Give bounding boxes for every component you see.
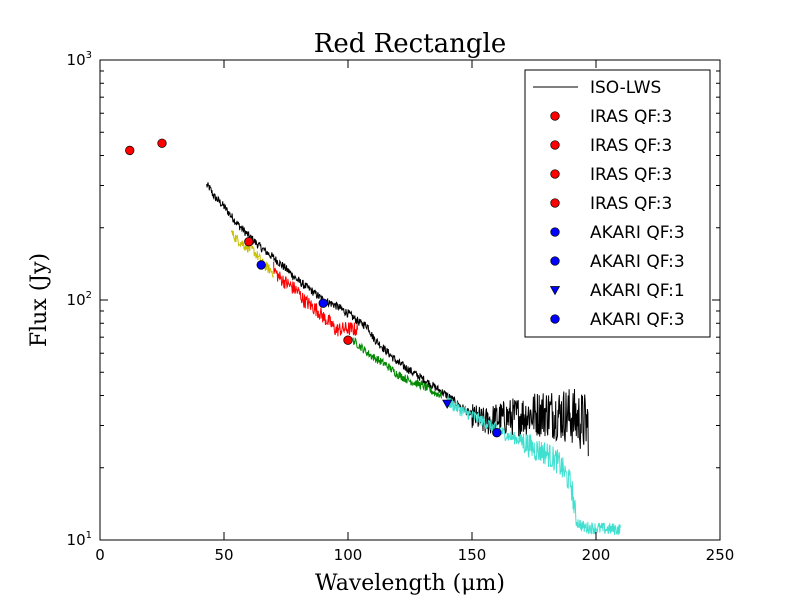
legend-item: IRAS QF:3 <box>550 107 672 127</box>
data-point-iras-qf-3 <box>343 335 353 345</box>
data-point-iras-qf-3 <box>157 138 167 148</box>
legend-item: IRAS QF:3 <box>550 136 672 156</box>
series-segment-red <box>273 261 358 337</box>
legend: ISO-LWS IRAS QF:3 IRAS QF:3 IRAS QF:3 IRAS Q… <box>524 69 711 338</box>
legend-item: AKARI QF:3 <box>550 310 685 330</box>
legend-marker-swatch <box>550 140 560 150</box>
y-tick-label: 101 <box>67 530 92 549</box>
legend-item: AKARI QF:3 <box>550 252 685 272</box>
legend-marker-swatch <box>550 314 560 324</box>
series-segment-yellow <box>230 230 274 279</box>
data-point-akari-qf-1 <box>442 399 453 409</box>
data-point-iras-qf-3 <box>125 145 135 156</box>
legend-marker-swatch <box>550 227 560 237</box>
legend-label: AKARI QF:1 <box>590 281 685 301</box>
x-tick-label: 250 <box>706 546 735 564</box>
chart-title: Red Rectangle <box>314 29 506 59</box>
data-point-akari-qf-3 <box>318 298 328 308</box>
legend-label: AKARI QF:3 <box>590 223 685 243</box>
data-point-akari-qf-3 <box>256 260 266 270</box>
legend-label: AKARI QF:3 <box>590 310 685 330</box>
legend-marker-swatch <box>550 169 560 179</box>
data-point-iras-qf-3 <box>244 237 254 247</box>
series-segment-green <box>352 337 443 399</box>
marker-layer <box>125 138 502 438</box>
series-iso-lws <box>206 182 589 457</box>
legend-item: IRAS QF:3 <box>550 165 672 185</box>
series-segment-cyan <box>446 395 621 535</box>
x-axis-label: Wavelength (μm) <box>315 571 505 596</box>
series-layer <box>206 182 621 535</box>
legend-marker-swatch <box>550 111 560 121</box>
axis-ticks: 0 50 100 150 200 250 101 102 103 <box>67 50 735 564</box>
legend-label: IRAS QF:3 <box>590 165 672 185</box>
y-tick-label: 103 <box>67 50 92 69</box>
legend-label: AKARI QF:3 <box>590 252 685 272</box>
x-tick-label: 150 <box>458 546 487 564</box>
x-tick-label: 200 <box>582 546 611 564</box>
legend-item: ISO-LWS <box>533 78 661 98</box>
legend-label: IRAS QF:3 <box>590 107 672 127</box>
legend-marker-swatch <box>549 286 561 296</box>
y-tick-label: 102 <box>67 290 92 309</box>
data-point-akari-qf-3 <box>492 428 502 438</box>
legend-label: IRAS QF:3 <box>590 136 672 156</box>
legend-item: AKARI QF:1 <box>549 281 685 301</box>
legend-label: ISO-LWS <box>590 78 661 98</box>
x-tick-label: 50 <box>214 546 233 564</box>
legend-item: IRAS QF:3 <box>550 194 672 214</box>
legend-label: IRAS QF:3 <box>590 194 672 214</box>
x-tick-label: 100 <box>334 546 363 564</box>
x-tick-label: 0 <box>95 546 105 564</box>
y-axis-label: Flux (Jy) <box>27 253 52 347</box>
legend-item: AKARI QF:3 <box>550 223 685 243</box>
legend-marker-swatch <box>550 198 560 208</box>
legend-marker-swatch <box>550 256 560 266</box>
